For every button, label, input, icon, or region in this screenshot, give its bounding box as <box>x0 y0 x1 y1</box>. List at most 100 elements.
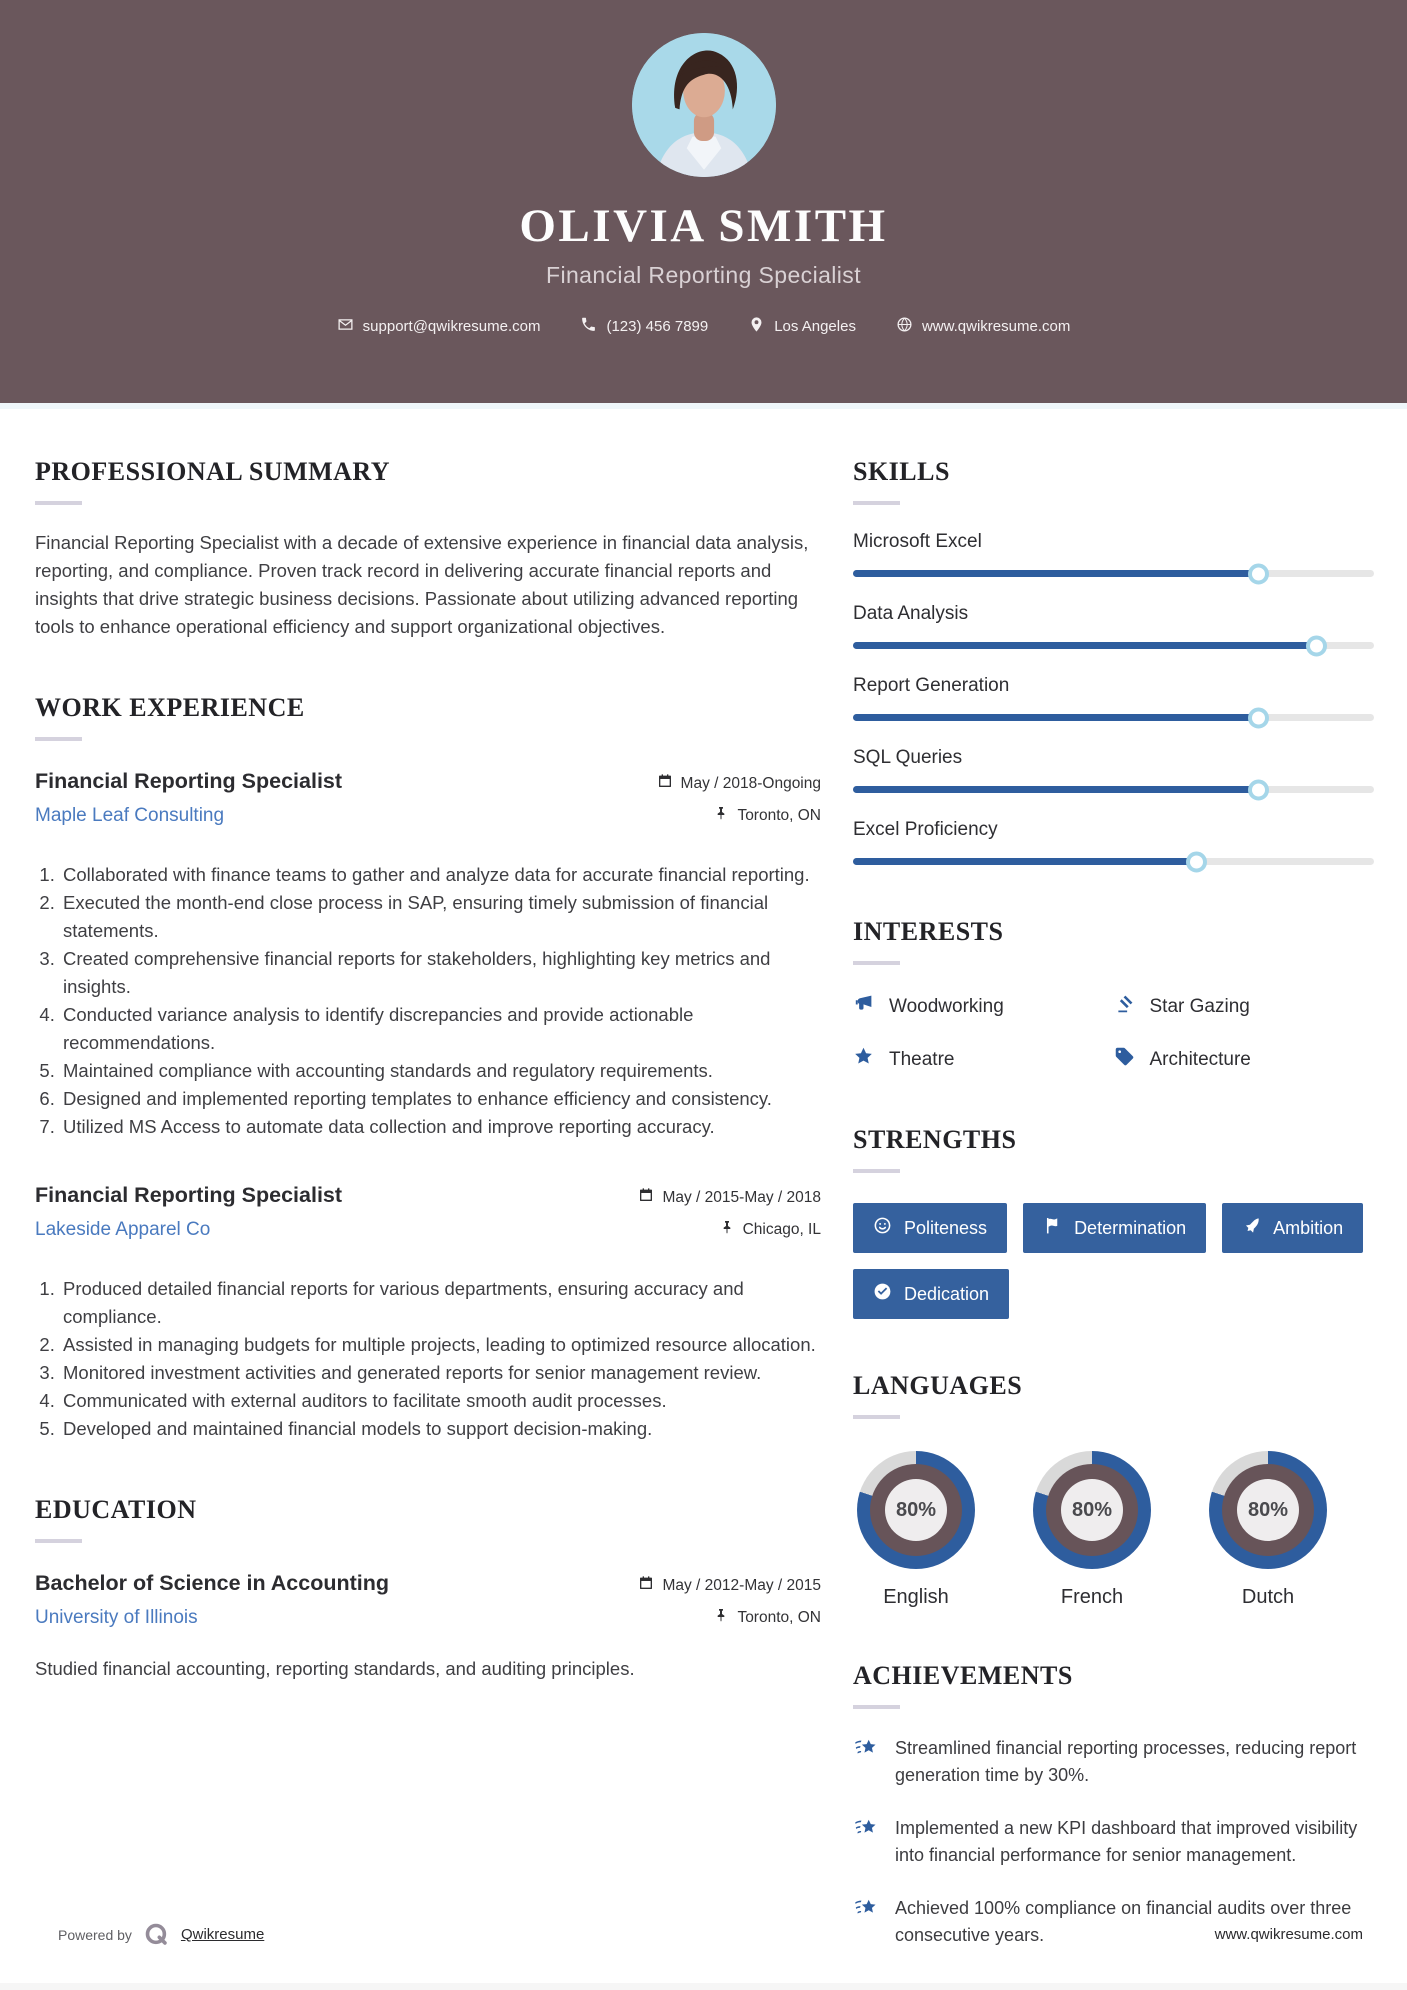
heading-underline <box>853 1415 900 1419</box>
job-company-link[interactable]: Lakeside Apparel Co <box>35 1219 211 1240</box>
powered-by-label: Powered by <box>58 1926 132 1943</box>
contact-item[interactable]: www.qwikresume.com <box>896 316 1070 337</box>
job-bullet: Developed and maintained financial model… <box>60 1415 821 1443</box>
skill-row: Data Analysis <box>853 603 1374 656</box>
section-experience: WORK EXPERIENCE Financial Reporting Spec… <box>35 693 821 1443</box>
job-bullet: Maintained compliance with accounting st… <box>60 1057 821 1085</box>
header-divider <box>0 403 1407 409</box>
heading-underline <box>853 961 900 965</box>
skill-label: Microsoft Excel <box>853 531 982 552</box>
heading-underline <box>853 1169 900 1173</box>
skill-bar-fill <box>853 858 1197 865</box>
job-bullet: Executed the month-end close process in … <box>60 889 821 945</box>
contact-text: www.qwikresume.com <box>921 318 1071 335</box>
job-date-row: May / 2015-May / 2018 <box>621 1187 821 1208</box>
education-heading: EDUCATION <box>35 1495 197 1524</box>
skill-bar-knob <box>1248 563 1270 584</box>
person-job-title: Financial Reporting Specialist <box>546 262 861 288</box>
job-bullets: Produced detailed financial reports for … <box>35 1275 821 1443</box>
job-header: Financial Reporting Specialist Maple Lea… <box>35 769 821 837</box>
job-bullet: Produced detailed financial reports for … <box>60 1275 821 1331</box>
language-item: 80% French <box>1029 1451 1155 1609</box>
summary-heading: PROFESSIONAL SUMMARY <box>35 457 391 486</box>
language-donut-gauge: 80% <box>857 1451 975 1569</box>
achievement-item: Implemented a new KPI dashboard that imp… <box>853 1815 1374 1869</box>
skill-list: Microsoft Excel Data Analysis <box>853 531 1374 872</box>
job-date-row: May / 2018-Ongoing <box>621 773 821 794</box>
interest-list: Woodworking Star Gazing Theatre <box>853 993 1374 1073</box>
skill-label: Data Analysis <box>853 603 969 624</box>
language-label: French <box>1060 1586 1124 1608</box>
contact-row: support@qwikresume.com (123) 456 7899 Lo… <box>0 316 1407 337</box>
interest-icon <box>1114 993 1135 1020</box>
strength-icon <box>873 1216 892 1240</box>
contact-item[interactable]: (123) 456 7899 <box>580 316 708 337</box>
brand-link[interactable]: Qwikresume <box>180 1926 265 1943</box>
interest-label: Architecture <box>1149 1048 1251 1070</box>
skills-heading: SKILLS <box>853 457 950 486</box>
achievement-list: Streamlined financial reporting processe… <box>853 1735 1374 1949</box>
job-title-block: Financial Reporting Specialist Maple Lea… <box>35 769 342 827</box>
job-company-link[interactable]: Maple Leaf Consulting <box>35 805 225 826</box>
person-name: OLIVIA SMITH <box>519 200 888 252</box>
contact-text: (123) 456 7899 <box>606 318 709 335</box>
job-bullet: Assisted in managing budgets for multipl… <box>60 1331 821 1359</box>
interest-item: Architecture <box>1114 1046 1375 1073</box>
job-date: May / 2018-Ongoing <box>680 774 821 792</box>
skill-label: Report Generation <box>853 675 1010 696</box>
strength-list: Politeness Determination Ambition <box>853 1203 1374 1319</box>
header: OLIVIA SMITH Financial Reporting Special… <box>0 0 1407 403</box>
heading-underline <box>35 1539 82 1543</box>
job-location-row: Chicago, IL <box>621 1219 821 1240</box>
language-list: 80% English 80% French <box>853 1451 1374 1609</box>
strengths-heading: STRENGTHS <box>853 1125 1017 1154</box>
education-meta: May / 2012-May / 2015 Toronto, ON <box>621 1571 821 1639</box>
interest-item: Star Gazing <box>1114 993 1375 1020</box>
heading-underline <box>35 737 82 741</box>
degree-title: Bachelor of Science in Accounting <box>35 1571 390 1595</box>
skill-bar-track <box>853 707 1374 728</box>
contact-item[interactable]: support@qwikresume.com <box>337 316 540 337</box>
skill-bar-track <box>853 779 1374 800</box>
skill-row: SQL Queries <box>853 747 1374 800</box>
strength-badge: Determination <box>1023 1203 1207 1253</box>
calendar-icon <box>638 1575 654 1596</box>
section-education: EDUCATION Bachelor of Science in Account… <box>35 1495 821 1683</box>
job-list: Financial Reporting Specialist Maple Lea… <box>35 769 821 1443</box>
achievement-item: Achieved 100% compliance on financial au… <box>853 1895 1374 1949</box>
pushpin-icon <box>713 805 729 826</box>
right-column: SKILLS Microsoft Excel <box>853 457 1374 1990</box>
interest-item: Woodworking <box>853 993 1114 1020</box>
strength-label: Dedication <box>904 1283 990 1304</box>
interests-heading: INTERESTS <box>853 917 1004 946</box>
skill-bar-track <box>853 563 1374 584</box>
strength-icon <box>873 1282 892 1306</box>
school-link[interactable]: University of Illinois <box>35 1607 198 1628</box>
job-meta: May / 2018-Ongoing Toronto, ON <box>621 769 821 837</box>
job-location: Toronto, ON <box>737 806 821 824</box>
education-location-row: Toronto, ON <box>621 1607 821 1628</box>
strength-label: Determination <box>1074 1217 1187 1238</box>
education-date-row: May / 2012-May / 2015 <box>621 1575 821 1596</box>
interest-icon <box>1114 1046 1135 1073</box>
donut-percent: 80% <box>1237 1479 1299 1541</box>
contact-icon <box>580 316 597 337</box>
section-languages: LANGUAGES 80% English <box>853 1371 1374 1609</box>
achievement-text: Achieved 100% compliance on financial au… <box>895 1898 1352 1945</box>
education-entry: Bachelor of Science in Accounting Univer… <box>35 1571 821 1683</box>
contact-icon <box>748 316 765 337</box>
skill-bar-fill <box>853 786 1260 793</box>
skill-bar-knob <box>1248 707 1270 728</box>
heading-underline <box>853 501 900 505</box>
job-location-row: Toronto, ON <box>621 805 821 826</box>
footer-website[interactable]: www.qwikresume.com <box>1214 1926 1363 1943</box>
skill-label: SQL Queries <box>853 747 963 768</box>
contact-item[interactable]: Los Angeles <box>748 316 856 337</box>
achievements-heading: ACHIEVEMENTS <box>853 1661 1073 1690</box>
job-bullet: Conducted variance analysis to identify … <box>60 1001 821 1057</box>
interest-label: Theatre <box>889 1048 955 1070</box>
skill-bar-fill <box>853 642 1317 649</box>
language-item: 80% English <box>853 1451 979 1609</box>
section-interests: INTERESTS Woodworking Star Gazing <box>853 917 1374 1073</box>
language-label: English <box>883 1586 949 1608</box>
